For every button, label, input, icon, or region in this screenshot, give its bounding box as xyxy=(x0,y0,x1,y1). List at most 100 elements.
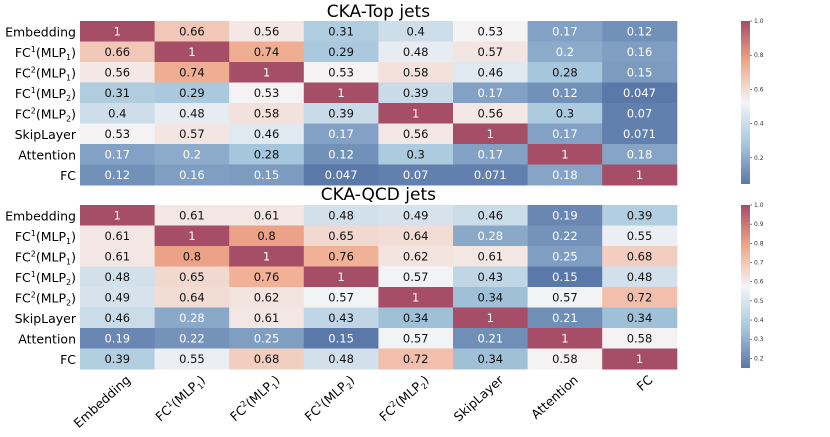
heatmap-cell xyxy=(378,205,454,226)
heatmap-cell xyxy=(378,164,454,186)
cell-value-label: 0.25 xyxy=(254,331,280,345)
cell-value-label: 0.61 xyxy=(254,208,280,222)
heatmap-cell xyxy=(80,123,156,145)
cell-value-label: 1 xyxy=(188,45,195,59)
heatmap-cell xyxy=(378,82,454,104)
heatmap-cell xyxy=(229,348,305,370)
heatmap-cell xyxy=(453,328,529,349)
heatmap-cell xyxy=(80,225,156,247)
cell-value-label: 1 xyxy=(263,249,270,263)
heatmap-cell xyxy=(602,328,678,349)
cell-value-label: 0.68 xyxy=(627,249,653,263)
heatmap-cell xyxy=(154,41,230,63)
row-label: Attention xyxy=(18,331,76,346)
cell-value-label: 0.28 xyxy=(179,311,205,325)
heatmap-cell xyxy=(154,123,230,145)
cell-value-label: 0.48 xyxy=(328,208,354,222)
heatmap-cell xyxy=(453,123,529,145)
heatmap-cell xyxy=(378,225,454,247)
heatmap-cell xyxy=(602,266,678,288)
cell-value-label: 0.56 xyxy=(477,106,503,120)
heatmap-cell xyxy=(154,62,230,83)
colorbar xyxy=(741,21,750,184)
heatmap-cell xyxy=(229,164,305,186)
cell-value-label: 1 xyxy=(487,127,494,141)
heatmap-cell xyxy=(453,164,529,186)
heatmap-cell xyxy=(303,225,379,247)
cell-value-label: 0.62 xyxy=(254,290,280,304)
cell-value-label: 0.76 xyxy=(328,249,354,263)
cell-value-label: 0.53 xyxy=(477,24,503,38)
cell-value-label: 0.17 xyxy=(104,147,130,161)
cell-value-label: 0.61 xyxy=(477,249,503,263)
heatmap-cell xyxy=(80,41,156,63)
cell-value-label: 0.39 xyxy=(403,86,429,100)
heatmap-cell xyxy=(453,348,529,370)
row-label: FC2​(MLP2​) xyxy=(15,106,76,123)
heatmap-cell xyxy=(80,307,156,329)
row-label: FC1​(MLP2​) xyxy=(15,270,76,287)
cell-value-label: 0.56 xyxy=(254,24,280,38)
column-label: FC1​(MLP1​) xyxy=(152,372,209,426)
cell-value-label: 0.74 xyxy=(179,65,205,79)
heatmap-cell xyxy=(80,82,156,104)
heatmap-cell xyxy=(602,307,678,329)
cell-value-label: 0.55 xyxy=(627,229,653,243)
heatmap-cell xyxy=(229,144,305,165)
cell-value-label: 0.12 xyxy=(552,86,578,100)
colorbar-tick-label: 0.2 xyxy=(754,355,764,362)
cell-value-label: 0.39 xyxy=(627,208,653,222)
heatmap-cell xyxy=(80,62,156,83)
cell-value-label: 0.28 xyxy=(477,229,503,243)
cell-value-label: 0.21 xyxy=(552,311,578,325)
heatmap-cell xyxy=(602,225,678,247)
row-label: FC2​(MLP1​) xyxy=(15,65,76,82)
heatmap-cell xyxy=(80,246,156,267)
row-label: Embedding xyxy=(5,208,76,223)
cell-value-label: 0.48 xyxy=(627,270,653,284)
heatmap-cell xyxy=(527,348,603,370)
heatmap-cell xyxy=(303,287,379,308)
cell-value-label: 0.18 xyxy=(552,168,578,182)
column-label: FC2​(MLP2​) xyxy=(376,372,433,426)
cell-value-label: 0.2 xyxy=(183,147,201,161)
row-label: FC xyxy=(60,352,76,367)
heatmap-cell xyxy=(602,41,678,63)
cell-value-label: 0.22 xyxy=(179,331,205,345)
heatmap-cell xyxy=(378,246,454,267)
colorbar-tick-label: 0.4 xyxy=(754,317,764,324)
cell-value-label: 0.61 xyxy=(104,249,130,263)
cell-value-label: 0.4 xyxy=(108,106,126,120)
cell-value-label: 0.56 xyxy=(104,65,130,79)
cell-value-label: 0.49 xyxy=(104,290,130,304)
heatmap-cell xyxy=(229,62,305,83)
cell-value-label: 0.57 xyxy=(403,331,429,345)
cell-value-label: 0.72 xyxy=(627,290,653,304)
cell-value-label: 0.31 xyxy=(104,86,130,100)
heatmap-cell xyxy=(303,266,379,288)
heatmap-cell xyxy=(303,307,379,329)
cell-value-label: 0.57 xyxy=(403,270,429,284)
heatmap-cell xyxy=(527,123,603,145)
heatmap-cell xyxy=(527,205,603,226)
heatmap-cell xyxy=(303,82,379,104)
heatmap-cell xyxy=(378,21,454,42)
cell-value-label: 0.28 xyxy=(552,65,578,79)
cell-value-label: 0.53 xyxy=(254,86,280,100)
cell-value-label: 0.43 xyxy=(477,270,503,284)
heatmap-cell xyxy=(303,62,379,83)
heatmap-cell xyxy=(527,164,603,186)
cell-value-label: 1 xyxy=(412,106,419,120)
heatmap-cell xyxy=(453,41,529,63)
cell-value-label: 0.61 xyxy=(254,311,280,325)
cell-value-label: 0.12 xyxy=(328,147,354,161)
heatmap-cell xyxy=(602,82,678,104)
cell-value-label: 0.12 xyxy=(104,168,130,182)
heatmap-cell xyxy=(378,103,454,124)
cell-value-label: 0.61 xyxy=(104,229,130,243)
cell-value-label: 0.12 xyxy=(627,24,653,38)
cell-value-label: 1 xyxy=(487,311,494,325)
cell-value-label: 0.48 xyxy=(328,352,354,366)
cell-value-label: 1 xyxy=(561,331,568,345)
